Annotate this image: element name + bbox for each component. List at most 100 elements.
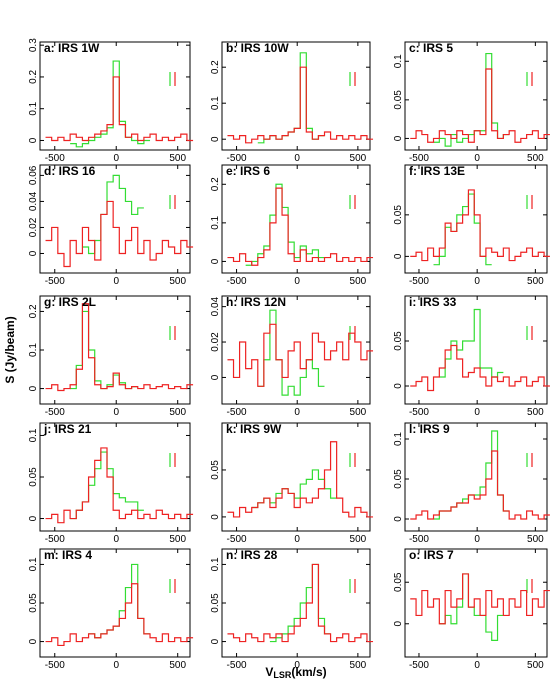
- y-tick-label: 0.06: [28, 165, 39, 185]
- spectrum: [227, 323, 374, 387]
- panel-title: g: IRS 2L: [44, 295, 96, 309]
- y-tick-label: 0.04: [28, 191, 39, 211]
- x-tick-label: -500: [227, 407, 247, 418]
- spectrum: [257, 52, 325, 144]
- spectrum: [410, 344, 550, 392]
- y-tick-label: 0.05: [393, 205, 404, 225]
- plot-frame: [221, 164, 371, 274]
- panel: -500 0 500 0 0.05 0.1 m: IRS 4: [28, 548, 194, 671]
- y-tick-label: 0.05: [210, 460, 221, 480]
- panel: -500 0 500 0 0.05 0.1 l: IRS 9: [393, 422, 550, 545]
- spectrum: [227, 187, 374, 266]
- spectrum: [245, 183, 325, 266]
- y-tick-label: 0: [28, 385, 39, 391]
- y-tick-label: 0: [210, 136, 221, 142]
- x-axis-label: VLSR(km/s): [265, 665, 326, 680]
- x-tick-label: 0: [474, 153, 480, 164]
- y-tick-label: 0.2: [210, 60, 221, 74]
- y-tick-label: 0.1: [210, 557, 221, 571]
- x-tick-label: 0: [113, 153, 119, 164]
- x-tick-label: 0: [474, 660, 480, 671]
- x-tick-label: -500: [227, 534, 247, 545]
- x-tick-label: 0: [113, 534, 119, 545]
- y-tick-label: 0: [393, 516, 404, 522]
- panel-title: n: IRS 28: [226, 548, 278, 562]
- x-tick-label: -500: [409, 534, 429, 545]
- panel: -500 0 500 0 0.05 f: IRS 13E: [393, 164, 550, 287]
- x-tick-label: -500: [227, 153, 247, 164]
- spectrum: [45, 583, 194, 647]
- panel-title: f: IRS 13E: [409, 164, 465, 178]
- panel: -500 0 500 0 0.1 0.2 e: IRS 6: [210, 164, 374, 287]
- y-tick-label: 0.3: [28, 38, 39, 52]
- panel: -500 0 500 0 0.02 0.04 0.06 d: IRS 16: [28, 164, 194, 287]
- y-tick-label: 0: [393, 621, 404, 627]
- spectrum: [70, 310, 138, 390]
- panel: -500 0 500 0 0.1 0.2 0.3 a: IRS 1W: [28, 38, 194, 164]
- x-tick-label: -500: [45, 407, 65, 418]
- x-tick-label: 500: [350, 534, 367, 545]
- x-tick-label: 500: [527, 660, 544, 671]
- x-tick-label: 500: [527, 534, 544, 545]
- y-tick-label: 0.05: [28, 467, 39, 487]
- spectrum: [410, 450, 550, 520]
- y-tick-label: 0.2: [28, 70, 39, 84]
- plot-frame: [39, 548, 191, 658]
- y-tick-label: 0: [28, 137, 39, 143]
- y-tick-label: 0: [28, 638, 39, 644]
- y-tick-label: 0: [393, 383, 404, 389]
- plot-frame: [404, 41, 548, 151]
- y-tick-label: 0.1: [28, 343, 39, 357]
- x-tick-label: 0: [474, 276, 480, 287]
- y-tick-label: 0.05: [393, 572, 404, 592]
- x-tick-label: -500: [409, 153, 429, 164]
- spectrum: [70, 60, 151, 148]
- x-tick-label: 500: [350, 276, 367, 287]
- x-tick-label: -500: [227, 660, 247, 671]
- y-tick-label: 0: [393, 253, 404, 259]
- panel-title: h: IRS 12N: [226, 295, 286, 309]
- panel-title: a: IRS 1W: [44, 41, 100, 55]
- y-tick-label: 0.02: [28, 217, 39, 237]
- spectrum: [45, 303, 194, 392]
- x-tick-label: 0: [294, 153, 300, 164]
- spectrum: [269, 563, 331, 643]
- spectrum: [410, 573, 550, 625]
- x-tick-label: 0: [113, 276, 119, 287]
- y-tick-label: 0: [210, 514, 221, 520]
- panel-title: c: IRS 5: [409, 41, 453, 55]
- spectrum: [439, 308, 504, 378]
- panel: -500 0 500 0 0.05 0.1 n: IRS 28: [210, 548, 374, 671]
- y-tick-label: 0.2: [210, 177, 221, 191]
- x-tick-label: 0: [294, 534, 300, 545]
- y-tick-label: 0.05: [28, 593, 39, 613]
- spectrum: [257, 309, 325, 396]
- spectrum: [410, 189, 550, 262]
- plot-frame: [404, 164, 548, 274]
- y-tick-label: 0.1: [28, 101, 39, 115]
- x-tick-label: -500: [409, 276, 429, 287]
- spectrum: [433, 193, 492, 266]
- panel: -500 0 500 0 0.1 0.2 g: IRS 2L: [28, 295, 194, 418]
- plot-frame: [221, 41, 371, 151]
- x-tick-label: -500: [45, 276, 65, 287]
- x-tick-label: -500: [409, 660, 429, 671]
- panel: -500 0 500 0 0.02 0.04 h: IRS 12N: [210, 295, 374, 418]
- panel-title: b: IRS 10W: [226, 41, 289, 55]
- y-tick-label: 0.1: [393, 432, 404, 446]
- y-tick-label: 0.1: [210, 215, 221, 229]
- x-tick-label: 0: [474, 407, 480, 418]
- x-tick-label: 500: [527, 407, 544, 418]
- panel-title: d: IRS 16: [44, 164, 96, 178]
- panel: -500 0 500 0 0.05 0.1 c: IRS 5: [393, 41, 550, 164]
- plot-frame: [404, 548, 548, 658]
- panel-title: i: IRS 33: [409, 295, 457, 309]
- spectrum: [410, 68, 550, 143]
- panel-title: o: IRS 7: [409, 548, 454, 562]
- plot-frame: [39, 41, 191, 151]
- x-tick-label: 500: [527, 276, 544, 287]
- plot-frame: [39, 295, 191, 405]
- x-tick-label: -500: [227, 276, 247, 287]
